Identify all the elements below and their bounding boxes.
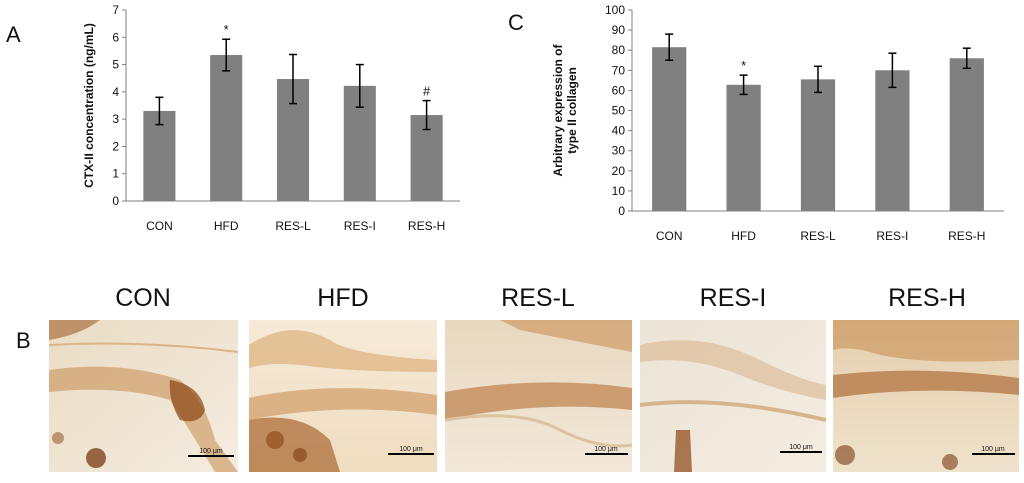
scale-bar-label-con: 100 μm — [199, 448, 223, 455]
category-label: RES-I — [876, 229, 908, 243]
y-tick-label: 10 — [612, 184, 626, 198]
chart-c: 0 10 20 30 40 50 60 70 80 90 100 CON * HFD RES-L RES-I R… — [551, 3, 1004, 243]
bar-con — [143, 110, 176, 201]
micrograph-res-i: 100 μm — [639, 320, 827, 472]
micrograph-hfd: 100 μm — [249, 320, 437, 472]
bar-res-l — [800, 79, 836, 211]
y-tick-label: 6 — [112, 30, 119, 44]
micrograph-res-h: 100 μm — [833, 320, 1019, 472]
y-tick-label: 5 — [112, 58, 119, 72]
significance-mark: * — [224, 22, 229, 37]
y-tick-label: 80 — [612, 43, 626, 57]
panel-letter-b: B — [16, 328, 31, 353]
scale-bar-label-res-h: 100 μm — [981, 446, 1005, 453]
category-label: CON — [656, 229, 683, 243]
y-axis-label: type II collagen — [565, 67, 579, 154]
category-label: RES-H — [408, 219, 445, 233]
micrograph-title-res-i: RES-I — [700, 284, 767, 312]
bar-hfd — [726, 84, 761, 211]
bar-res-h — [949, 58, 984, 211]
scale-bar-label-hfd: 100 μm — [399, 446, 423, 453]
y-tick-label: 7 — [112, 3, 119, 17]
y-tick-label: 20 — [612, 164, 626, 178]
significance-mark: # — [423, 84, 431, 99]
y-tick-label: 0 — [112, 194, 119, 208]
y-axis-label: Arbitrary expression of — [551, 43, 565, 176]
y-tick-label: 4 — [112, 85, 119, 99]
micrograph-title-res-l: RES-L — [501, 284, 575, 312]
y-tick-label: 1 — [112, 167, 119, 181]
bar-con — [652, 47, 687, 212]
micrograph-con: 100 μm — [48, 320, 239, 472]
category-label: HFD — [731, 229, 756, 243]
bar-res-i — [875, 70, 910, 211]
y-tick-label: 40 — [612, 124, 626, 138]
y-tick-label: 60 — [612, 83, 626, 97]
category-label: HFD — [214, 219, 239, 233]
category-label: RES-L — [800, 229, 836, 243]
y-tick-label: 50 — [612, 104, 626, 118]
y-tick-label: 0 — [618, 204, 625, 218]
scale-bar-label-res-l: 100 μm — [594, 446, 618, 453]
micrograph-title-hfd: HFD — [317, 284, 368, 312]
panel-letter-c: C — [508, 10, 524, 35]
bar-hfd — [210, 55, 243, 202]
category-label: RES-H — [948, 229, 985, 243]
micrograph-title-res-h: RES-H — [888, 284, 966, 312]
category-label: RES-I — [344, 219, 376, 233]
micrograph-title-con: CON — [115, 284, 171, 312]
y-tick-label: 100 — [605, 3, 625, 17]
scale-bar-label-res-i: 100 μm — [789, 444, 813, 451]
y-tick-label: 70 — [612, 63, 626, 77]
y-tick-label: 3 — [112, 112, 119, 126]
chart-a: 0 1 2 3 4 5 6 7 CON * HFD RES-L RES-I # RES-H CTX-II co… — [82, 3, 460, 233]
y-tick-label: 30 — [612, 144, 626, 158]
y-axis-label: CTX-II concentration (ng/mL) — [82, 23, 96, 188]
panel-letter-a: A — [6, 22, 21, 47]
y-tick-label: 2 — [112, 139, 119, 153]
y-tick-label: 90 — [612, 23, 626, 37]
significance-mark: * — [741, 58, 746, 73]
micrograph-res-l: 100 μm — [444, 320, 633, 472]
category-label: CON — [146, 219, 173, 233]
category-label: RES-L — [275, 219, 311, 233]
